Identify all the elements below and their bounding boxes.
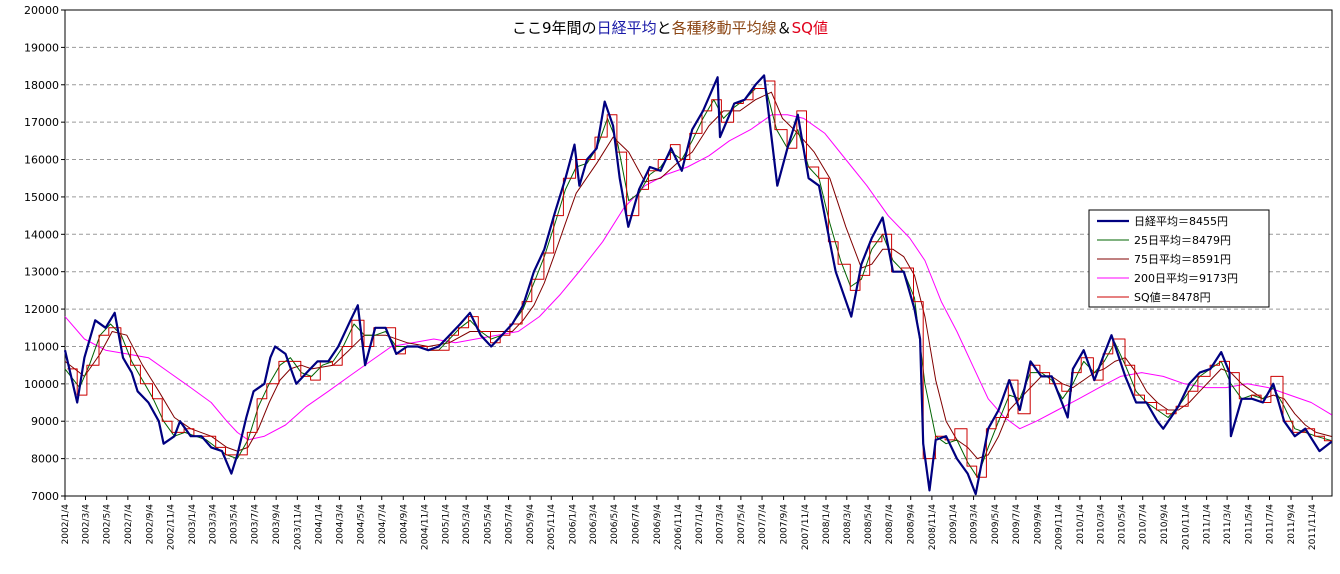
x-tick-label: 2005/11/4 — [547, 504, 557, 550]
y-tick-label: 17000 — [24, 116, 59, 129]
x-tick-label: 2006/7/4 — [631, 504, 641, 545]
x-tick-label: 2010/1/4 — [1076, 504, 1086, 545]
x-tick-label: 2009/9/4 — [1033, 504, 1043, 545]
ma200-line — [64, 114, 1332, 441]
y-tick-label: 12000 — [24, 303, 59, 316]
x-tick-label: 2011/9/4 — [1287, 504, 1297, 545]
chart-title: ここ9年間の日経平均と各種移動平均線＆SQ値 — [512, 19, 828, 37]
x-tick-label: 2010/11/4 — [1181, 504, 1191, 550]
legend-label-ma25: 25日平均＝8479円 — [1134, 234, 1231, 247]
x-tick-label: 2007/9/4 — [780, 504, 790, 545]
x-tick-label: 2008/5/4 — [864, 504, 874, 545]
x-tick-label: 2002/5/4 — [103, 504, 113, 545]
x-tick-label: 2002/11/4 — [167, 504, 177, 550]
x-tick-label: 2006/5/4 — [610, 504, 620, 545]
sq-step-line — [67, 80, 1332, 478]
x-tick-label: 2007/11/4 — [801, 504, 811, 550]
y-tick-label: 10000 — [24, 378, 59, 391]
x-tick-label: 2006/9/4 — [653, 504, 663, 545]
x-axis: 2002/1/4 2002/3/4 2002/5/4 2002/7/4 2002/9/4… — [61, 496, 1318, 550]
x-tick-label: 2004/1/4 — [315, 504, 325, 545]
x-tick-label: 2011/7/4 — [1265, 504, 1275, 545]
x-tick-label: 2009/11/4 — [1055, 504, 1065, 550]
x-tick-label: 2003/9/4 — [272, 504, 282, 545]
x-tick-label: 2002/9/4 — [145, 504, 155, 545]
title-part-6: SQ値 — [792, 19, 828, 37]
x-tick-label: 2010/7/4 — [1139, 504, 1149, 545]
x-tick-label: 2005/1/4 — [442, 504, 452, 545]
y-tick-label: 13000 — [24, 266, 59, 279]
x-tick-label: 2003/7/4 — [251, 504, 261, 545]
x-tick-label: 2008/9/4 — [907, 504, 917, 545]
x-tick-label: 2005/7/4 — [505, 504, 515, 545]
x-tick-label: 2011/11/4 — [1308, 504, 1318, 550]
x-tick-label: 2004/9/4 — [399, 504, 409, 545]
legend-label-sq: SQ値＝8478円 — [1134, 291, 1211, 304]
y-tick-label: 7000 — [31, 490, 59, 503]
x-tick-label: 2008/11/4 — [928, 504, 938, 550]
x-tick-label: 2004/11/4 — [420, 504, 430, 550]
x-tick-label: 2008/7/4 — [885, 504, 895, 545]
x-tick-label: 2002/7/4 — [124, 504, 134, 545]
x-tick-label: 2002/3/4 — [81, 504, 91, 545]
y-tick-label: 20000 — [24, 4, 59, 17]
x-tick-label: 2008/1/4 — [822, 504, 832, 545]
x-tick-label: 2006/3/4 — [589, 504, 599, 545]
title-part-4: 各種移動平均線 — [672, 19, 777, 37]
x-tick-label: 2007/5/4 — [737, 504, 747, 545]
x-tick-label: 2008/3/4 — [843, 504, 853, 545]
legend: 日経平均＝8455円 25日平均＝8479円 75日平均＝8591円 200日平… — [1088, 209, 1270, 308]
x-tick-label: 2007/3/4 — [716, 504, 726, 545]
ma25-line — [64, 88, 1332, 478]
legend-label-ma75: 75日平均＝8591円 — [1134, 253, 1231, 266]
x-tick-label: 2010/5/4 — [1118, 504, 1128, 545]
legend-label-nikkei: 日経平均＝8455円 — [1134, 215, 1228, 228]
nikkei-line — [63, 74, 1333, 496]
y-tick-label: 16000 — [24, 154, 59, 167]
y-axis: 7000 8000 9000 10000 11000 12000 13000 14000 150… — [24, 4, 65, 503]
x-tick-label: 2006/11/4 — [674, 504, 684, 550]
x-tick-label: 2005/3/4 — [462, 504, 472, 545]
x-tick-label: 2009/7/4 — [1012, 504, 1022, 545]
title-part-2: 日経平均 — [597, 19, 657, 37]
x-tick-label: 2010/9/4 — [1160, 504, 1170, 545]
x-tick-label: 2009/1/4 — [949, 504, 959, 545]
gridlines — [65, 46, 1332, 460]
y-tick-label: 9000 — [31, 415, 59, 428]
x-tick-label: 2004/3/4 — [335, 504, 345, 545]
x-tick-label: 2003/5/4 — [229, 504, 239, 545]
title-part-3: と — [657, 19, 672, 37]
y-tick-label: 11000 — [24, 340, 59, 353]
title-part-5: ＆ — [777, 19, 792, 37]
x-tick-label: 2011/3/4 — [1223, 504, 1233, 545]
y-tick-label: 14000 — [24, 228, 59, 241]
x-tick-label: 2003/3/4 — [208, 504, 218, 545]
x-tick-label: 2010/3/4 — [1096, 504, 1106, 545]
x-tick-label: 2011/5/4 — [1244, 504, 1254, 545]
x-tick-label: 2005/5/4 — [483, 504, 493, 545]
x-tick-label: 2011/1/4 — [1203, 504, 1213, 545]
x-tick-label: 2004/5/4 — [357, 504, 367, 545]
x-tick-label: 2007/7/4 — [758, 504, 768, 545]
y-tick-label: 18000 — [24, 79, 59, 92]
x-tick-label: 2006/1/4 — [568, 504, 578, 545]
x-tick-label: 2003/11/4 — [293, 504, 303, 550]
x-tick-label: 2009/3/4 — [970, 504, 980, 545]
y-tick-label: 15000 — [24, 191, 59, 204]
title-part-1: ここ9年間の — [512, 19, 597, 37]
x-tick-label: 2005/9/4 — [526, 504, 536, 545]
x-tick-label: 2007/1/4 — [695, 504, 705, 545]
x-tick-label: 2004/7/4 — [378, 504, 388, 545]
x-tick-label: 2003/1/4 — [188, 504, 198, 545]
series-lines — [63, 74, 1333, 496]
x-tick-label: 2002/1/4 — [61, 504, 71, 545]
legend-label-ma200: 200日平均＝9173円 — [1134, 272, 1238, 285]
y-tick-label: 8000 — [31, 453, 59, 466]
y-tick-label: 19000 — [24, 41, 59, 54]
x-tick-label: 2009/5/4 — [991, 504, 1001, 545]
